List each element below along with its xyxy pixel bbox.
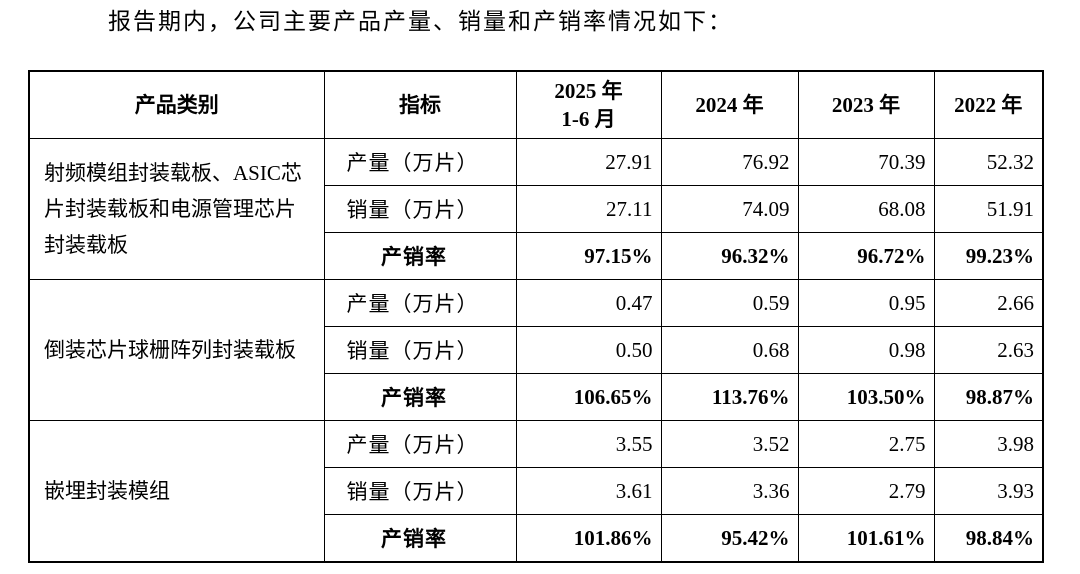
header-cell: 产品类别 — [28, 70, 325, 139]
table-row: 销量（万片） 0.50 0.68 0.98 2.63 — [29, 326, 1044, 374]
value-cell: 0.98 — [797, 326, 935, 374]
value-cell: 99.23% — [933, 232, 1044, 280]
value-cell: 0.59 — [660, 279, 799, 327]
value-cell: 2.75 — [797, 420, 935, 468]
indicator-cell: 产量（万片） — [323, 138, 517, 186]
value-cell: 52.32 — [933, 138, 1044, 186]
value-cell: 68.08 — [797, 185, 935, 233]
value-cell: 76.92 — [660, 138, 799, 186]
header-row: 产品类别 指标 2025 年 1-6 月 2024 年 2023 年 2022 年 — [28, 70, 1044, 139]
value-cell: 2.66 — [933, 279, 1044, 327]
value-cell: 101.61% — [797, 514, 935, 563]
table-row: 销量（万片） 3.61 3.36 2.79 3.93 — [29, 467, 1044, 515]
header-cell: 2025 年 1-6 月 — [515, 70, 662, 139]
header-cell: 2024 年 — [660, 70, 799, 139]
value-cell: 98.84% — [933, 514, 1044, 563]
header-cell: 2022 年 — [933, 70, 1044, 139]
value-cell: 2.79 — [797, 467, 935, 515]
value-cell: 96.32% — [660, 232, 799, 280]
value-cell: 0.47 — [515, 279, 662, 327]
indicator-cell: 产销率 — [323, 373, 517, 421]
value-cell: 3.98 — [933, 420, 1044, 468]
value-cell: 74.09 — [660, 185, 799, 233]
table-row: 嵌埋封装模组 产量（万片） 3.55 3.52 2.75 3.98 — [28, 420, 1044, 563]
value-cell: 106.65% — [515, 373, 662, 421]
value-cell: 3.55 — [515, 420, 662, 468]
value-cell: 95.42% — [660, 514, 799, 563]
indicator-cell: 销量（万片） — [323, 467, 517, 515]
category-cell: 射频模组封装载板、ASIC芯片封装载板和电源管理芯片封装载板 — [28, 138, 325, 280]
table-row: 产销率 97.15% 96.32% 96.72% 99.23% — [29, 232, 1044, 280]
indicator-cell: 产销率 — [323, 232, 517, 280]
table-row: 倒装芯片球栅阵列封装载板 产量（万片） 0.47 0.59 0.95 2.66 — [28, 279, 1044, 421]
value-cell: 3.52 — [660, 420, 799, 468]
table-row: 产销率 101.86% 95.42% 101.61% 98.84% — [29, 514, 1044, 563]
value-cell: 3.93 — [933, 467, 1044, 515]
value-cell: 2.63 — [933, 326, 1044, 374]
value-cell: 103.50% — [797, 373, 935, 421]
indicator-cell: 产量（万片） — [323, 279, 517, 327]
value-cell: 113.76% — [660, 373, 799, 421]
header-cell: 2023 年 — [797, 70, 935, 139]
value-cell: 3.36 — [660, 467, 799, 515]
table-row: 产销率 106.65% 113.76% 103.50% 98.87% — [29, 373, 1044, 421]
value-cell: 101.86% — [515, 514, 662, 563]
category-cell: 倒装芯片球栅阵列封装载板 — [28, 279, 325, 421]
intro-text: 报告期内，公司主要产品产量、销量和产销率情况如下： — [108, 9, 733, 34]
indicator-cell: 产量（万片） — [323, 420, 517, 468]
value-cell: 3.61 — [515, 467, 662, 515]
value-cell: 0.50 — [515, 326, 662, 374]
indicator-cell: 产销率 — [323, 514, 517, 563]
value-cell: 98.87% — [933, 373, 1044, 421]
value-cell: 96.72% — [797, 232, 935, 280]
value-cell: 97.15% — [515, 232, 662, 280]
value-cell: 27.11 — [515, 185, 662, 233]
category-cell: 嵌埋封装模组 — [28, 420, 325, 563]
indicator-cell: 销量（万片） — [323, 326, 517, 374]
table-row: 射频模组封装载板、ASIC芯片封装载板和电源管理芯片封装载板 产量（万片） 27.9… — [28, 138, 1044, 280]
data-table: 产品类别 指标 2025 年 1-6 月 2024 年 2023 年 2022 年射频模组… — [28, 70, 1044, 563]
value-cell: 27.91 — [515, 138, 662, 186]
value-cell: 70.39 — [797, 138, 935, 186]
indicator-cell: 销量（万片） — [323, 185, 517, 233]
value-cell: 51.91 — [933, 185, 1044, 233]
value-cell: 0.68 — [660, 326, 799, 374]
header-cell: 指标 — [323, 70, 517, 139]
value-cell: 0.95 — [797, 279, 935, 327]
